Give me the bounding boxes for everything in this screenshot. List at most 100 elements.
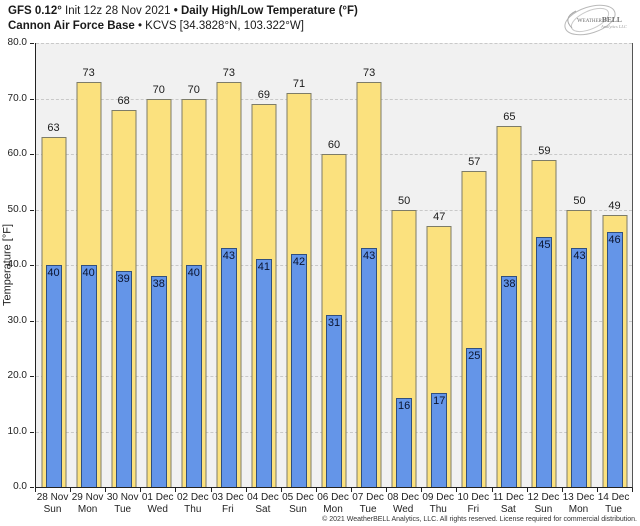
logo-text-analytics: Analytics LLC — [600, 24, 628, 29]
low-bar: 43 — [220, 248, 237, 487]
bar-group-06-dec: 60 31 — [317, 43, 352, 487]
bar-group-12-dec: 59 45 — [527, 43, 562, 487]
bar-group-02-dec: 70 40 — [176, 43, 211, 487]
x-axis-label: 03 Dec Fri — [210, 492, 245, 515]
low-value-label: 43 — [362, 250, 376, 263]
high-value-label: 57 — [468, 155, 481, 168]
low-value-label: 41 — [257, 261, 271, 274]
low-value-label: 45 — [538, 239, 551, 252]
low-bar: 16 — [396, 398, 413, 487]
weekday-label: Thu — [184, 503, 202, 515]
y-tick-label: 80.0 — [7, 37, 27, 48]
weekday-label: Sat — [500, 503, 516, 515]
x-tick-mark — [105, 488, 107, 492]
low-bar: 42 — [290, 253, 307, 487]
bar-group-11-dec: 65 38 — [492, 43, 527, 487]
station-location: KCVS [34.3828°N, 103.322°W] — [145, 20, 304, 32]
y-tick-label: 50.0 — [7, 203, 27, 215]
high-value-label: 69 — [257, 89, 271, 102]
y-tick-label: 40.0 — [7, 259, 27, 270]
low-value-label: 16 — [398, 400, 411, 413]
model-name: GFS 0.12° — [8, 5, 62, 17]
x-tick-mark — [35, 488, 36, 492]
low-bar: 43 — [361, 248, 378, 487]
y-tick-label: 30.0 — [7, 314, 27, 326]
weatherbell-logo: WEATHERBELL Analytics LLC — [564, 4, 628, 36]
date-label: 10 Dec — [457, 492, 490, 503]
x-tick-mark — [280, 488, 282, 492]
low-bar: 43 — [571, 248, 588, 487]
y-tick-mark — [30, 487, 34, 488]
chart-title-line1: GFS 0.12° Init 12z 28 Nov 2021 • Daily H… — [8, 4, 358, 19]
weekday-label: Mon — [77, 503, 98, 515]
high-value-label: 73 — [82, 66, 95, 79]
y-tick-mark — [30, 43, 34, 44]
y-tick-mark — [30, 431, 34, 433]
date-label: 04 Dec — [247, 492, 279, 503]
weekday-label: Wed — [392, 503, 414, 515]
low-bar: 40 — [45, 265, 62, 487]
y-axis: 0.0 10.0 20.0 30.0 40.0 50.0 60.0 70.0 80.0 — [0, 38, 35, 492]
chart-header: GFS 0.12° Init 12z 28 Nov 2021 • Daily H… — [8, 4, 358, 34]
date-label: 29 Nov — [71, 492, 104, 503]
bar-group-07-dec: 73 43 — [352, 43, 387, 487]
low-value-label: 25 — [468, 350, 481, 363]
x-axis-label: 10 Dec Fri — [456, 492, 491, 515]
low-value-label: 38 — [152, 278, 165, 291]
x-tick-mark — [245, 488, 247, 492]
y-tick-label: 20.0 — [7, 370, 27, 381]
high-value-label: 63 — [47, 122, 60, 135]
date-label: 06 Dec — [317, 492, 349, 503]
y-tick-mark — [30, 320, 34, 322]
weekday-label: Fri — [222, 503, 234, 515]
date-label: 01 Dec — [141, 492, 174, 503]
low-value-label: 17 — [433, 394, 446, 407]
gridline-70 — [36, 98, 632, 100]
x-axis-ticks — [35, 488, 633, 493]
y-tick-label: 60.0 — [7, 148, 27, 159]
bar-group-04-dec: 69 41 — [246, 43, 281, 487]
x-axis-label: 08 Dec Wed — [386, 492, 421, 515]
date-label: 11 Dec — [492, 492, 524, 503]
bar-group-09-dec: 47 17 — [422, 43, 457, 487]
date-label: 02 Dec — [176, 492, 209, 503]
bar-group-05-dec: 71 42 — [281, 43, 316, 487]
low-bar: 45 — [536, 237, 553, 487]
high-value-label: 73 — [222, 66, 235, 79]
x-tick-mark — [386, 488, 388, 492]
x-tick-mark — [70, 488, 72, 492]
x-axis-label: 09 Dec Thu — [421, 492, 456, 515]
low-value-label: 40 — [47, 267, 60, 279]
weekday-label: Sat — [255, 503, 271, 515]
x-axis-label: 07 Dec Tue — [351, 492, 386, 515]
weekday-label: Tue — [114, 503, 132, 515]
station-name: Cannon Air Force Base — [8, 20, 135, 32]
x-tick-mark — [561, 488, 563, 492]
y-tick-mark — [30, 265, 34, 266]
low-bar: 17 — [431, 392, 448, 487]
date-label: 03 Dec — [212, 492, 244, 503]
title-separator: • — [173, 5, 181, 17]
gridline-80 — [36, 43, 632, 44]
x-axis-label: 04 Dec Sat — [245, 492, 280, 515]
x-tick-mark — [315, 488, 317, 492]
high-value-label: 70 — [187, 83, 200, 96]
x-axis-label: 13 Dec Mon — [561, 492, 596, 515]
low-bar: 25 — [466, 348, 483, 487]
copyright-notice: © 2021 WeatherBELL Analytics, LLC. All r… — [322, 516, 637, 523]
x-axis-label: 29 Nov Mon — [70, 492, 105, 515]
y-tick-label: 70.0 — [7, 92, 27, 104]
weekday-label: Mon — [323, 503, 343, 515]
high-value-label: 71 — [292, 77, 306, 90]
y-tick-mark — [30, 154, 34, 155]
x-tick-mark — [140, 488, 142, 492]
high-bar — [461, 170, 487, 487]
weekday-label: Tue — [359, 503, 377, 515]
x-axis-label: 11 Dec Sat — [491, 492, 526, 515]
bar-group-30-nov: 68 39 — [106, 43, 141, 487]
bar-group-28-nov: 63 40 — [36, 43, 71, 487]
y-tick-mark — [30, 376, 34, 377]
low-bar: 38 — [150, 276, 167, 487]
x-axis-label: 12 Dec Sun — [526, 492, 561, 515]
high-value-label: 50 — [398, 194, 411, 207]
